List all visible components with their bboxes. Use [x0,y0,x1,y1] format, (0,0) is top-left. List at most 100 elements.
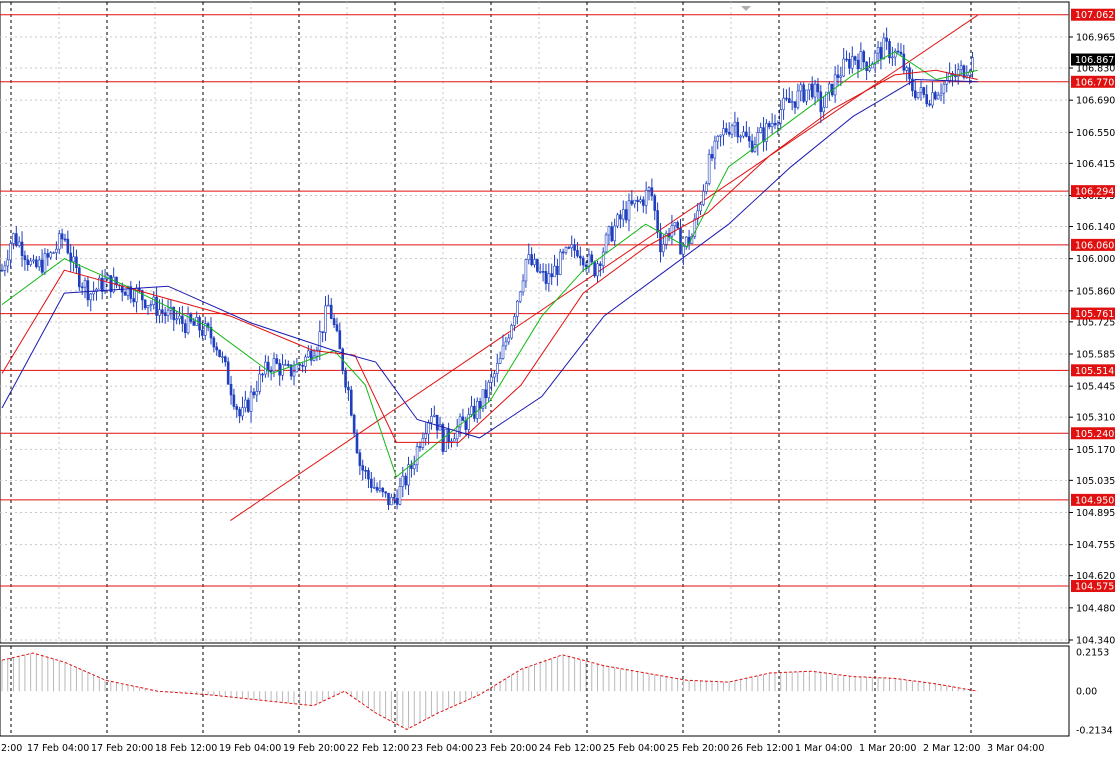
candle-body [255,391,259,396]
candle-body [433,414,436,417]
candle-body [802,84,805,102]
candle-body [424,433,428,439]
candle-body [140,290,144,301]
candle-body [89,293,93,301]
candle-body [936,94,940,100]
y-tick-label: 105.585 [1076,350,1115,361]
candle-body [392,497,396,499]
candle-body [15,233,18,246]
candle-body [756,132,760,145]
candle-body [258,373,261,392]
candle-body [810,83,814,98]
candle-body [358,452,362,466]
candle-body [455,426,459,440]
y-tick-label: 106.830 [1076,64,1115,75]
candle-body [556,265,559,275]
candle-body [576,250,579,257]
candle-body [613,225,616,242]
y-tick-label: 105.035 [1076,476,1115,487]
level-price-tag [1071,580,1115,593]
candle-body [722,128,725,136]
candle-body [664,233,668,245]
candle-body [481,389,485,409]
candle-body [495,363,499,374]
level-price-tag [1071,238,1115,251]
candle-body [567,247,571,249]
candle-body [498,358,502,364]
candle-body [80,286,84,289]
candle-body [252,391,256,396]
candle-body [367,470,370,480]
candle-body [390,497,393,506]
candle-body [659,231,662,253]
x-tick-label: 17 Feb 04:00 [27,743,89,754]
oscillator-y-tick-label: 0.00 [1076,687,1097,698]
candle-body [899,51,903,55]
candle-body [558,251,562,275]
candle-body [275,358,279,364]
candle-body [541,271,545,273]
candle-body [704,183,708,192]
current-price-tag [1071,53,1115,66]
candle-body [100,277,104,292]
candle-body [896,50,900,53]
level-price-label: 105.761 [1075,309,1114,320]
x-tick-label: 19 Feb 04:00 [219,743,281,754]
level-price-label: 105.514 [1075,366,1114,377]
oscillator-frame [0,645,1070,737]
candle-body [0,269,4,272]
x-tick-label: 23 Feb 20:00 [475,743,537,754]
candle-body [538,271,542,273]
candle-body [684,236,688,247]
candle-body [925,94,929,105]
candle-body [584,264,588,268]
candle-body [349,389,353,416]
candle-body [773,122,777,126]
candle-body [587,254,591,268]
candle-body [521,280,525,293]
candle-body [60,233,64,240]
candle-body [55,248,58,253]
candle-body [269,370,273,373]
candle-body [959,65,963,70]
y-tick-label: 106.140 [1076,222,1115,233]
candle-body [6,259,10,267]
candle-body [593,261,596,277]
candle-body [43,253,47,273]
candle-body [647,187,651,191]
candle-body [793,101,797,108]
candle-body [315,349,319,357]
candle-body [507,337,511,343]
level-price-tag [1071,307,1115,320]
candle-body [553,265,556,278]
level-price-tag [1071,75,1115,88]
candle-body [510,325,513,339]
scroll-marker-icon[interactable] [741,6,751,11]
current-price-label: 106.867 [1075,55,1114,66]
candle-body [822,106,825,113]
candle-body [404,475,407,486]
candle-body [161,309,164,314]
candle-body [604,234,608,253]
candle-body [166,309,170,317]
candle-body [730,125,734,135]
candle-body [644,190,648,206]
candle-body [876,47,880,54]
candle-body [387,492,390,506]
candle-body [26,259,30,265]
candle-body [332,318,336,325]
candle-body [702,191,705,205]
candle-body [693,218,697,237]
candle-body [739,135,742,138]
candle-body [192,321,196,326]
candle-body [461,416,465,421]
moving-average-slow [1,78,978,439]
candle-body [747,136,751,142]
y-tick-label: 106.415 [1076,159,1115,170]
y-tick-label: 106.690 [1076,96,1115,107]
candle-body [75,256,78,268]
candle-body [544,271,548,284]
candle-body [956,69,960,78]
candle-body [713,140,717,159]
